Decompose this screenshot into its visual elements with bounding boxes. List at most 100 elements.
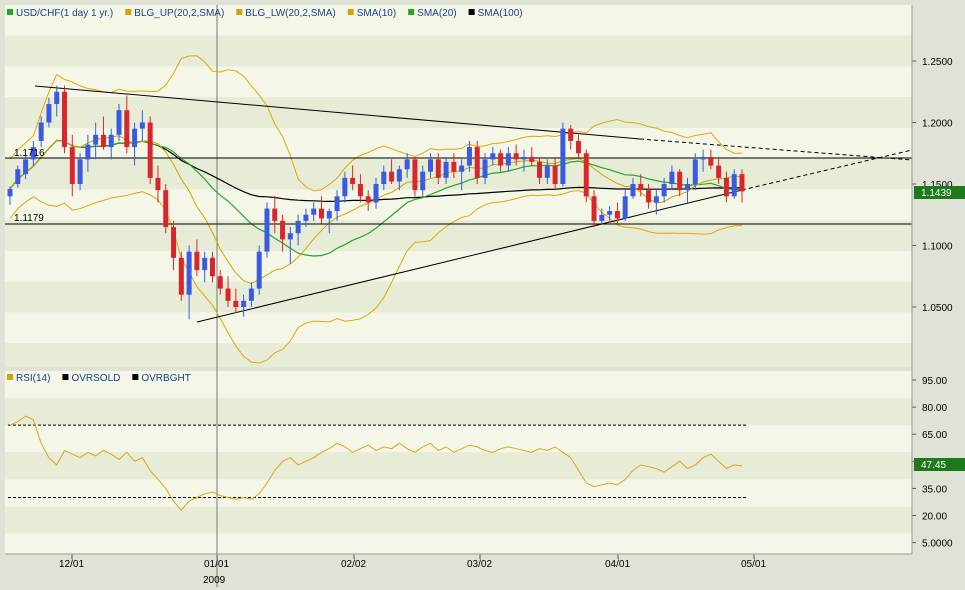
- candle-body: [731, 174, 737, 197]
- candle-body: [46, 104, 52, 123]
- candle-body: [435, 159, 441, 178]
- candle-body: [443, 161, 449, 178]
- candle-body: [622, 196, 628, 219]
- candle-body: [723, 177, 729, 197]
- legend-swatch: [62, 374, 69, 380]
- legend-swatch: [468, 9, 475, 15]
- candle-body: [7, 188, 13, 197]
- candle-body: [614, 211, 620, 219]
- price-y-tick-label: 1.1500: [922, 180, 953, 191]
- candle-body: [482, 159, 488, 178]
- rsi-series-group: [8, 415, 746, 511]
- candle-body: [124, 110, 130, 148]
- x-tick-label: 01/01: [204, 559, 229, 570]
- candle-body: [287, 233, 293, 240]
- candle-body: [552, 165, 558, 184]
- candle-body: [544, 165, 550, 178]
- lower-trendline-projection: [741, 149, 912, 191]
- candle-body: [708, 156, 714, 166]
- candle-body: [194, 251, 200, 271]
- level-label-upper: 1.1716: [14, 148, 45, 159]
- candle-body: [599, 214, 605, 221]
- candle-body: [490, 153, 496, 160]
- legend-label: SMA(100): [478, 8, 523, 19]
- candle-body: [233, 300, 239, 307]
- legend-label: OVRBGHT: [141, 373, 190, 384]
- candle-body: [638, 184, 644, 191]
- candle-body: [350, 177, 356, 184]
- candle-body: [661, 184, 667, 197]
- candle-body: [334, 196, 340, 212]
- price-band: [5, 312, 912, 344]
- bollinger-upper-line: [9, 55, 743, 192]
- current-rsi-badge: [914, 458, 965, 471]
- candle-body: [248, 288, 254, 301]
- candle-body: [318, 208, 324, 219]
- candle-body: [186, 251, 192, 295]
- candle-body: [178, 257, 184, 295]
- rsi-band: [5, 371, 912, 399]
- price-band: [5, 189, 912, 221]
- candle-body: [630, 184, 636, 197]
- price-band: [5, 128, 912, 159]
- candle-body: [505, 153, 511, 166]
- candle-body: [171, 227, 177, 258]
- legend-label: SMA(20): [417, 8, 456, 19]
- price-y-tick-label: 1.1000: [922, 242, 953, 253]
- candle-body: [23, 159, 29, 175]
- rsi-y-tick-label: 65.00: [922, 430, 947, 441]
- candle-body: [15, 169, 21, 184]
- candle-body: [498, 153, 504, 166]
- legend-swatch: [236, 9, 243, 15]
- x-tick-label: 03/02: [467, 559, 492, 570]
- candle-body: [280, 220, 286, 240]
- legend-label: BLG_UP(20,2,SMA): [134, 8, 224, 19]
- lower-trendline: [196, 189, 743, 323]
- candle-body: [459, 165, 465, 172]
- rsi-line: [9, 415, 743, 511]
- candle-body: [62, 91, 68, 148]
- candle-body: [529, 156, 535, 162]
- legend-swatch: [7, 374, 13, 380]
- candle-body: [69, 147, 75, 184]
- candle-body: [326, 211, 332, 219]
- candle-body: [295, 220, 301, 234]
- candle-body: [100, 134, 106, 148]
- rsi-band: [5, 452, 912, 480]
- candle-body: [537, 161, 543, 178]
- bollinger-lower-line: [9, 190, 743, 364]
- candle-body: [583, 153, 589, 197]
- candle-body: [684, 184, 690, 191]
- candle-body: [692, 159, 698, 184]
- candle-body: [209, 257, 215, 277]
- level-label-lower: 1.1179: [14, 213, 44, 224]
- legend-label: OVRSOLD: [71, 373, 120, 384]
- rsi-band: [5, 398, 912, 426]
- current-price-value: 1.1439: [921, 188, 952, 199]
- legend-swatch: [7, 9, 13, 15]
- candle-body: [225, 288, 231, 301]
- x-tick-label: 04/01: [605, 559, 630, 570]
- price-panel-background: [5, 5, 912, 367]
- candle-body: [93, 134, 99, 145]
- candle-body: [132, 128, 138, 148]
- candle-body: [739, 174, 745, 192]
- candle-body: [357, 184, 363, 197]
- candle-body: [77, 159, 83, 184]
- candle-body: [373, 184, 379, 203]
- candle-body: [108, 134, 114, 148]
- candle-body: [412, 159, 418, 191]
- rsi-y-tick-label: 20.00: [922, 512, 947, 523]
- candle-body: [38, 122, 44, 141]
- candle-body: [147, 122, 153, 178]
- price-y-tick-label: 1.2000: [922, 119, 953, 130]
- legend-swatch: [132, 374, 139, 380]
- price-y-tick-label: 1.0500: [922, 303, 953, 314]
- candle-body: [303, 214, 309, 221]
- rsi-y-tick-label: 35.00: [922, 484, 947, 495]
- legend-label: RSI(14): [16, 373, 50, 384]
- candle-body: [85, 144, 91, 160]
- candle-body: [139, 122, 145, 129]
